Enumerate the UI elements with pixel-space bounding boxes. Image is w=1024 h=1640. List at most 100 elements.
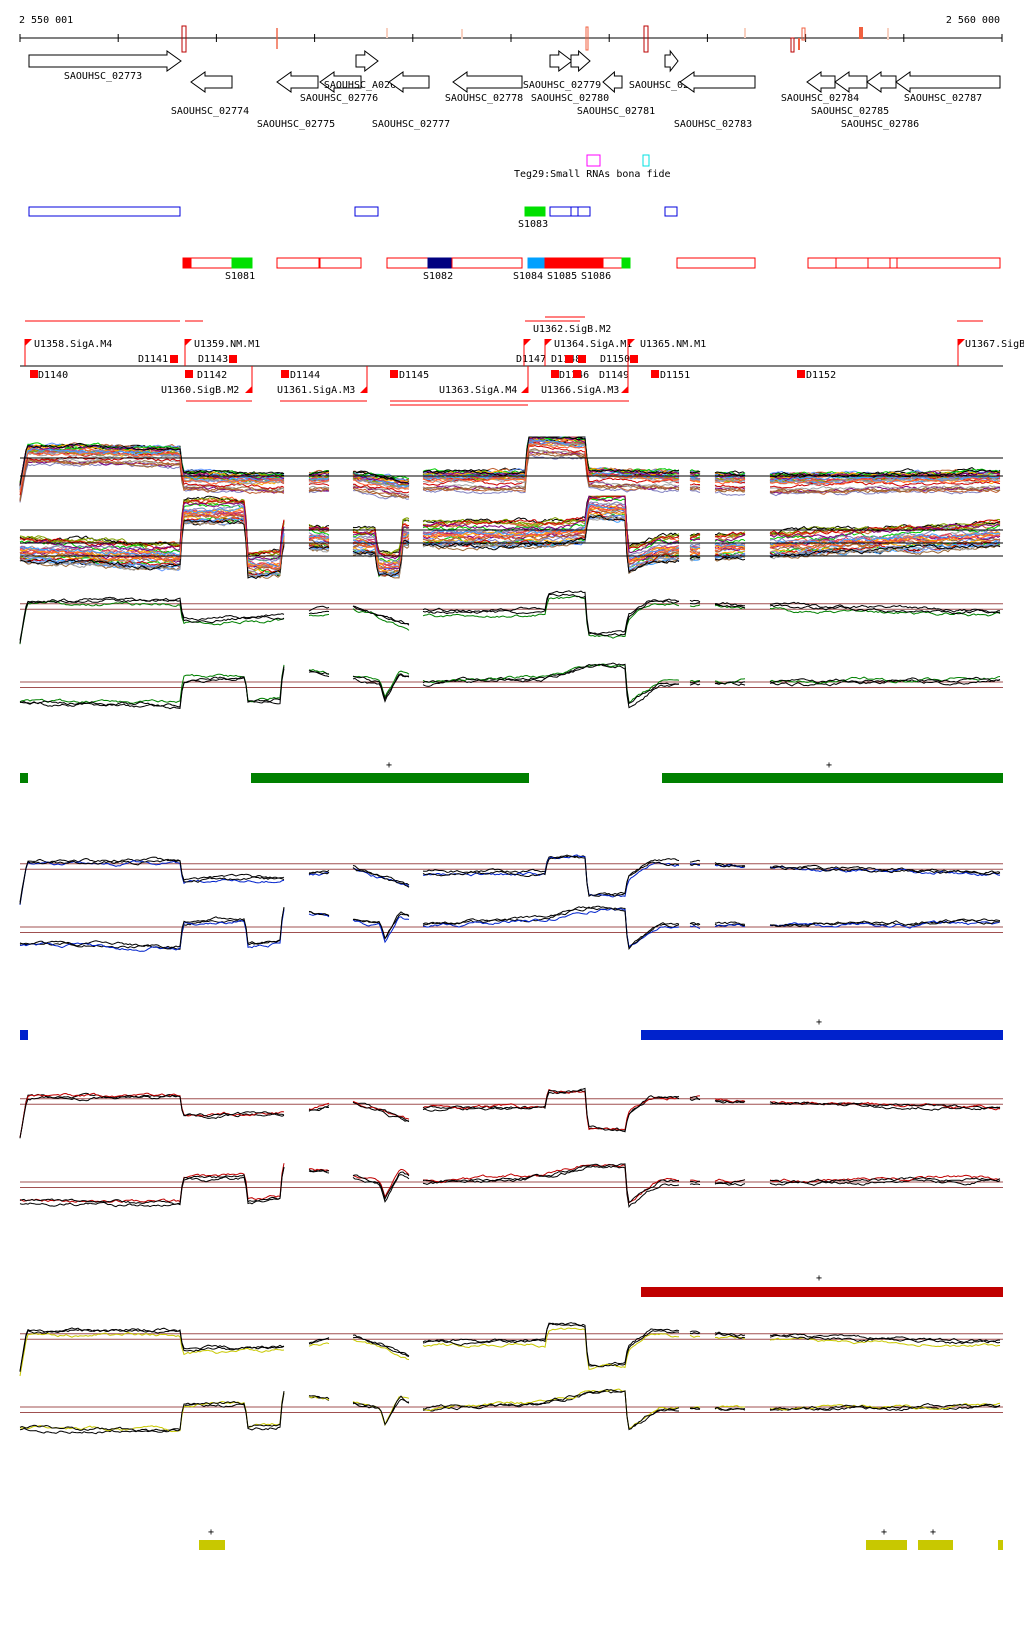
promoter-flag-icon[interactable] — [621, 386, 628, 393]
significance-bar[interactable] — [866, 1540, 907, 1550]
gene-saouhsc_02775[interactable]: SAOUHSC_02775 — [257, 71, 335, 130]
segment-box[interactable] — [602, 257, 623, 269]
significance-bar[interactable] — [662, 773, 1003, 783]
gene-arrow[interactable] — [806, 71, 836, 93]
significance-bar[interactable] — [998, 1540, 1003, 1550]
significance-bar[interactable] — [251, 773, 529, 783]
segment-box[interactable] — [835, 257, 869, 269]
gene-saouhsc_02781[interactable]: SAOUHSC_02781 — [577, 70, 655, 117]
signal-line — [689, 1180, 700, 1184]
gene-saouhsc_02782[interactable]: SAOUHSC_02782 — [629, 49, 707, 91]
gene-saouhsc_02777[interactable]: SAOUHSC_02777 — [372, 71, 450, 130]
signal-line — [714, 533, 746, 537]
gene-arrow[interactable] — [679, 71, 756, 93]
segment-box[interactable] — [807, 257, 837, 269]
gene-saouhsc_02787[interactable]: SAOUHSC_02787 — [895, 71, 1001, 104]
promoter-flag-icon[interactable] — [360, 386, 367, 393]
segment-box[interactable] — [570, 206, 579, 217]
promoter-flag-icon[interactable] — [524, 339, 531, 346]
terminator-icon[interactable] — [229, 355, 237, 363]
blue-significance-bars — [20, 1030, 1003, 1040]
significance-bar[interactable] — [199, 1540, 225, 1550]
gene-saouhsc_02774[interactable]: SAOUHSC_02774 — [171, 71, 249, 117]
significance-bar[interactable] — [641, 1030, 1003, 1040]
terminator-icon[interactable] — [551, 370, 559, 378]
gene-saouhsc_02776[interactable]: SAOUHSC_02776 — [300, 71, 378, 104]
segment-box[interactable] — [451, 257, 523, 269]
segment-box[interactable] — [621, 257, 631, 269]
gene-saouhsc_02779[interactable]: SAOUHSC_02779 — [523, 49, 601, 91]
terminator-icon[interactable] — [630, 355, 638, 363]
segment-box[interactable] — [182, 257, 192, 269]
gene-saouhsc_02783[interactable]: SAOUHSC_02783 — [674, 71, 756, 130]
gene-saouhsc_02786[interactable]: SAOUHSC_02786 — [841, 71, 919, 130]
segment-box[interactable] — [527, 257, 546, 269]
signal-line — [19, 497, 285, 556]
segment-box[interactable] — [676, 257, 756, 269]
small-rna-box[interactable] — [586, 154, 601, 167]
gene-saouhsc_a02635[interactable]: SAOUHSC_A02635 — [324, 49, 408, 91]
segment-box[interactable] — [524, 206, 546, 217]
segment-box[interactable] — [276, 257, 320, 269]
gene-saouhsc_02780[interactable]: SAOUHSC_02780 — [531, 49, 609, 104]
segment-box[interactable] — [190, 257, 233, 269]
segment-box[interactable] — [544, 257, 604, 269]
significance-bar[interactable] — [918, 1540, 953, 1550]
segment-box[interactable] — [386, 257, 429, 269]
signal-line — [352, 478, 410, 490]
gene-arrow[interactable] — [388, 71, 430, 93]
terminator-icon[interactable] — [565, 355, 573, 363]
terminator-icon[interactable] — [573, 370, 581, 378]
signal-line — [769, 531, 1001, 546]
promoter-flag-icon[interactable] — [25, 339, 32, 346]
terminator-icon[interactable] — [390, 370, 398, 378]
segment-box[interactable] — [549, 206, 572, 217]
gene-arrow[interactable] — [190, 71, 233, 93]
gene-arrow[interactable] — [664, 49, 679, 73]
gene-saouhsc_02785[interactable]: SAOUHSC_02785 — [811, 71, 889, 117]
significance-bar[interactable] — [20, 773, 28, 783]
gene-arrow[interactable] — [895, 71, 1001, 93]
segment-box[interactable] — [664, 206, 678, 217]
segment-box[interactable] — [231, 257, 253, 269]
segment-box[interactable] — [427, 257, 453, 269]
terminator-icon[interactable] — [578, 355, 586, 363]
promoter-flag-icon[interactable] — [958, 339, 965, 346]
segment-box[interactable] — [28, 206, 181, 217]
terminator-icon[interactable] — [281, 370, 289, 378]
gene-arrow[interactable] — [549, 49, 573, 73]
signal-line — [308, 613, 330, 617]
gene-arrow[interactable] — [602, 70, 623, 94]
gene-arrow[interactable] — [452, 71, 523, 93]
terminator-icon[interactable] — [797, 370, 805, 378]
segment-box[interactable] — [867, 257, 891, 269]
gene-arrow[interactable] — [570, 49, 591, 73]
gene-arrow[interactable] — [866, 71, 897, 93]
gene-saouhsc_02773[interactable]: SAOUHSC_02773 — [28, 50, 182, 82]
terminator-icon[interactable] — [185, 370, 193, 378]
terminator-icon[interactable] — [651, 370, 659, 378]
segment-box[interactable] — [889, 257, 898, 269]
signal-line — [689, 682, 701, 686]
significance-bar[interactable] — [20, 1030, 28, 1040]
segment-box[interactable] — [319, 257, 362, 269]
promoter-flag-icon[interactable] — [628, 339, 635, 346]
terminator-icon[interactable] — [170, 355, 178, 363]
gene-saouhsc_02778[interactable]: SAOUHSC_02778 — [445, 71, 523, 104]
small-rna-box[interactable] — [642, 154, 650, 167]
gene-arrow[interactable] — [834, 71, 868, 93]
promoter-flag-icon[interactable] — [521, 386, 528, 393]
terminator-icon[interactable] — [30, 370, 38, 378]
segment-box[interactable] — [896, 257, 1001, 269]
gene-arrow[interactable] — [319, 71, 362, 93]
segment-box[interactable] — [577, 206, 591, 217]
gene-saouhsc_02784[interactable]: SAOUHSC_02784 — [781, 71, 859, 104]
promoter-flag-icon[interactable] — [545, 339, 552, 346]
segment-box[interactable] — [354, 206, 379, 217]
gene-arrow[interactable] — [28, 50, 182, 72]
gene-arrow[interactable] — [276, 71, 319, 93]
significance-bar[interactable] — [641, 1287, 1003, 1297]
promoter-flag-icon[interactable] — [185, 339, 192, 346]
promoter-flag-icon[interactable] — [245, 386, 252, 393]
gene-arrow[interactable] — [355, 49, 379, 73]
